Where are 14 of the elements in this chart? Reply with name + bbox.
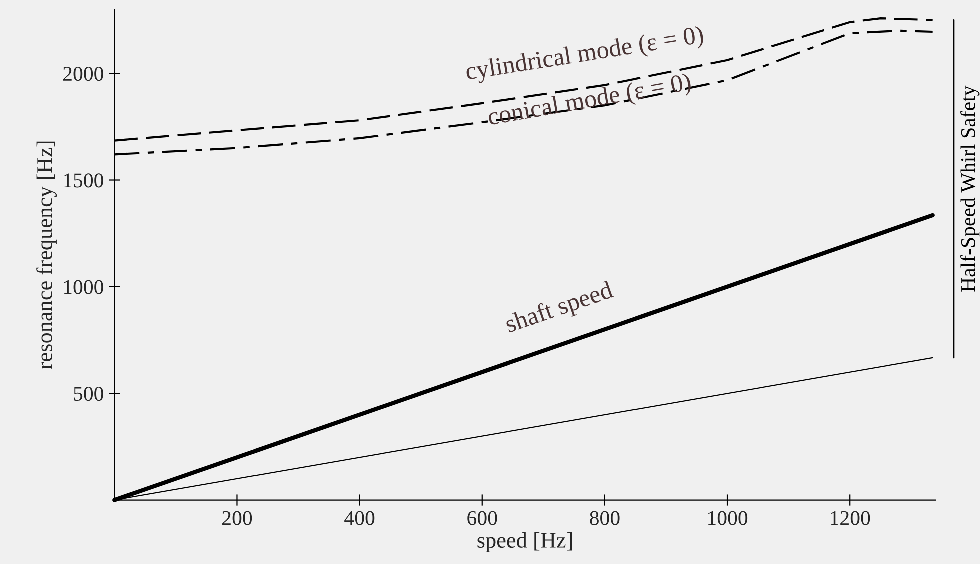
x-tick-label: 1200 bbox=[831, 511, 870, 526]
x-tick-label: 800 bbox=[590, 511, 620, 526]
x-tick-label: 400 bbox=[344, 511, 375, 526]
y-tick-label: 2000 bbox=[63, 66, 104, 82]
x-tick-label: 1000 bbox=[708, 511, 748, 526]
x-tick-label: 600 bbox=[468, 511, 498, 526]
y-axis-title: resonance frequency [Hz] bbox=[36, 142, 58, 370]
text: Half-Speed Whirl Safety bbox=[960, 86, 980, 292]
x-tick-label: 200 bbox=[222, 511, 252, 526]
y-tick-label: 1000 bbox=[64, 280, 104, 294]
y-tick-label: 500 bbox=[74, 386, 104, 402]
y-tick-label: 1500 bbox=[64, 174, 104, 188]
x-axis-title: speed [Hz] bbox=[478, 532, 572, 553]
annotation: shaft speed bbox=[504, 280, 616, 338]
